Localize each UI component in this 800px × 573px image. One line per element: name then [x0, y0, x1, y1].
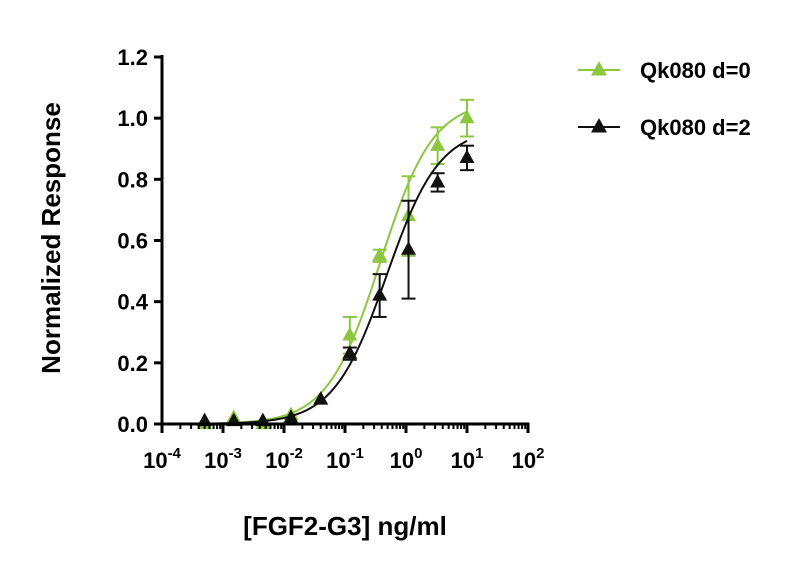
x-tick-label: 10-4	[143, 445, 181, 473]
x-axis-title: [FGF2-G3] ng/ml	[243, 511, 447, 541]
x-tick-label: 101	[451, 445, 484, 473]
fit-curve	[191, 140, 468, 425]
x-tick-label: 102	[512, 445, 545, 473]
legend-label: Qk080 d=0	[640, 58, 751, 83]
legend-marker	[591, 61, 607, 76]
legend-marker	[591, 118, 607, 133]
y-tick-label: 1.2	[117, 45, 148, 70]
legend: Qk080 d=0 Qk080 d=2	[578, 58, 751, 140]
data-point	[342, 345, 358, 359]
x-tick-label: 10-2	[265, 445, 303, 473]
legend-label: Qk080 d=2	[640, 115, 751, 140]
y-tick-label: 0.6	[117, 229, 148, 254]
legend-item-1: Qk080 d=0	[578, 58, 751, 83]
data-point	[459, 109, 475, 124]
data-point	[372, 287, 388, 301]
legend-item-2: Qk080 d=2	[578, 115, 751, 140]
y-tick-label: 0.8	[117, 167, 148, 192]
plot-area	[191, 98, 475, 430]
x-tick-label: 10-1	[326, 445, 364, 473]
y-tick-label: 0.0	[117, 412, 148, 437]
x-tick-label: 10-3	[204, 445, 242, 473]
data-point	[313, 391, 329, 405]
data-point	[459, 149, 475, 164]
data-point	[283, 409, 299, 424]
series-2	[191, 140, 475, 427]
data-point	[372, 247, 388, 261]
data-point	[430, 137, 446, 151]
data-point	[430, 174, 446, 188]
data-point	[401, 241, 417, 255]
data-point	[342, 326, 358, 341]
y-tick-label: 0.4	[117, 290, 148, 315]
series-1	[191, 98, 475, 430]
axes: 0.0 0.2 0.4 0.6 0.8 1.0 1.2 10-4 10-3 10-2 10-1 100…	[117, 45, 544, 473]
x-tick-label: 100	[390, 445, 423, 473]
fit-curve	[191, 110, 468, 425]
y-axis-title: Normalized Response	[36, 102, 66, 374]
y-tick-label: 1.0	[117, 106, 148, 131]
y-tick-label: 0.2	[117, 351, 148, 376]
